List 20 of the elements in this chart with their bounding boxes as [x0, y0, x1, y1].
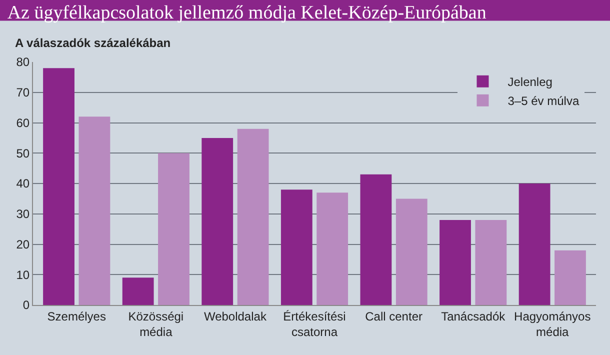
x-tick-label: Közösségi média — [128, 309, 184, 339]
y-axis-title: A válaszadók százalékában — [15, 36, 171, 50]
x-tick-label: Tanácsadók — [441, 309, 506, 324]
x-tick-label: Call center — [365, 309, 422, 324]
x-tick-label: Értékesítési csatorna — [283, 309, 346, 339]
y-tick-label: 10 — [16, 268, 30, 282]
legend-label: Jelenleg — [508, 75, 552, 90]
y-tick-label: 80 — [16, 55, 30, 70]
x-tick-label: Weboldalak — [204, 309, 268, 324]
y-tick-label: 30 — [16, 207, 30, 222]
chart-title: Az ügyfélkapcsolatok jellemző módja Kelet-Közép-Európában — [7, 2, 487, 24]
y-tick-label: 60 — [16, 116, 30, 130]
x-tick-label: Személyes — [47, 309, 106, 324]
y-tick-label: 70 — [16, 86, 30, 100]
y-tick-label: 0 — [22, 298, 30, 312]
legend-label: 3–5 év múlva — [508, 94, 580, 108]
y-tick-label: 40 — [16, 176, 30, 191]
x-tick-label: Hagyományos média — [514, 309, 591, 339]
y-tick-label: 50 — [16, 146, 30, 160]
y-tick-label: 20 — [16, 237, 30, 252]
